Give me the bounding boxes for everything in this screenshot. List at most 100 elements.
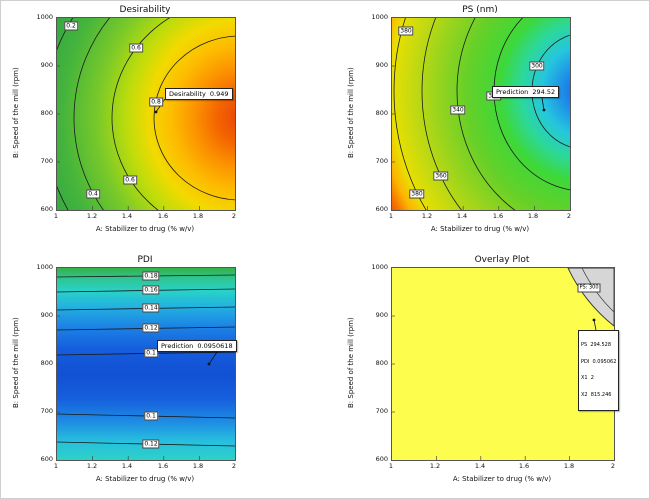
plot-overlay: Overlay Plot B: Speed of the mill (rpm) … — [326, 251, 649, 497]
y-axis-label: B: Speed of the mill (rpm) — [12, 67, 20, 159]
y-axis-label: B: Speed of the mill (rpm) — [347, 317, 355, 409]
contour-label: 380 — [398, 26, 414, 36]
y-tick-label: 1000 — [371, 263, 388, 271]
x-tick-label: 1.4 — [121, 212, 133, 220]
pdi-contour-surface — [57, 268, 235, 460]
y-tick-label: 700 — [375, 407, 388, 415]
y-tick-label: 800 — [375, 109, 388, 117]
overlay-surface — [392, 268, 614, 460]
x-tick-label: 1 — [388, 212, 394, 220]
plot-ps: PS (nm) B: Speed of the mill (rpm) 1000 … — [326, 1, 649, 247]
contour-label: 0.4 — [86, 189, 100, 199]
x-tick-label: 2 — [566, 212, 572, 220]
x-tick-label: 1 — [53, 462, 59, 470]
y-tick-label: 900 — [375, 311, 388, 319]
x-tick-label: 1.6 — [492, 212, 504, 220]
y-tick-label: 800 — [40, 109, 53, 117]
contour-fill — [57, 268, 235, 460]
desirability-flag[interactable]: Desirability 0.949 — [165, 88, 233, 100]
flag-line: PDI 0.095062 — [581, 358, 617, 365]
x-tick-label: 1.2 — [86, 462, 98, 470]
contour-label: 0.12 — [142, 439, 160, 449]
y-tick-label: 600 — [375, 455, 388, 463]
tick-marks — [392, 65, 535, 210]
x-tick-label: 1.4 — [456, 212, 468, 220]
y-tick-label: 600 — [40, 205, 53, 213]
x-tick-label: 1 — [53, 212, 59, 220]
contour-label: 340 — [450, 105, 466, 115]
criteria-region — [392, 268, 614, 460]
x-tick-label: 1.2 — [86, 212, 98, 220]
ps-contour-surface — [392, 18, 570, 210]
x-tick-label: 1.2 — [429, 462, 441, 470]
contour-label: 0.6 — [129, 43, 143, 53]
contour-label: 0.1 — [144, 411, 158, 421]
plot-title: PDI — [137, 255, 153, 265]
y-axis-label: B: Speed of the mill (rpm) — [347, 67, 355, 159]
flag-leader — [592, 318, 597, 331]
y-tick-label: 900 — [40, 61, 53, 69]
x-tick-label: 1.8 — [563, 462, 575, 470]
y-tick-label: 600 — [375, 205, 388, 213]
contour-lines — [57, 18, 235, 210]
plot-area: 380 300 320 340 360 380 Prediction 294.5… — [391, 17, 571, 211]
x-tick-label: 2 — [231, 212, 237, 220]
plot-area: PS: 300 PS 294.528 PDI 0.095062 X1 2 X2 … — [391, 267, 620, 461]
contour-label: 0.8 — [149, 97, 163, 107]
y-tick-label: 900 — [40, 311, 53, 319]
boundary-label: PS: 300 — [577, 283, 601, 293]
flag-line: PS 294.528 — [581, 342, 612, 348]
flag-line: X2 815.246 — [581, 391, 612, 398]
y-tick-label: 700 — [40, 407, 53, 415]
y-tick-label: 1000 — [36, 13, 53, 21]
x-tick-label: 1.4 — [474, 462, 486, 470]
y-tick-label: 800 — [375, 359, 388, 367]
excluded-region — [567, 268, 614, 327]
contour-label: 0.18 — [142, 271, 160, 281]
contour-label: 300 — [529, 61, 545, 71]
y-tick-label: 700 — [375, 157, 388, 165]
y-tick-label: 1000 — [36, 263, 53, 271]
y-axis-label: B: Speed of the mill (rpm) — [12, 317, 20, 409]
contour-label: 0.1 — [144, 348, 158, 358]
contour-fill — [392, 18, 570, 210]
flag-line: X1 2 — [581, 375, 594, 381]
tick-marks — [57, 315, 200, 460]
x-tick-label: 1.6 — [518, 462, 530, 470]
tick-marks — [392, 315, 570, 460]
plot-title: PS (nm) — [462, 5, 498, 15]
contour-label: 0.16 — [142, 285, 160, 295]
overlay-flag[interactable]: PS 294.528 PDI 0.095062 X1 2 X2 815.246 — [578, 330, 620, 411]
x-tick-label: 1.8 — [192, 212, 204, 220]
y-tick-label: 900 — [375, 61, 388, 69]
y-tick-label: 700 — [40, 157, 53, 165]
x-tick-label: 1.8 — [527, 212, 539, 220]
prediction-flag[interactable]: Prediction 294.52 — [492, 86, 560, 98]
x-axis-label: A: Stabilizer to drug (% w/v) — [95, 225, 195, 233]
plot-area: 0.18 0.16 0.14 0.12 0.1 0.1 0.12 Predict… — [56, 267, 237, 461]
plot-desirability: Desirability B: Speed of the mill (rpm) … — [1, 1, 326, 247]
contour-label: 0.14 — [142, 303, 160, 313]
x-tick-label: 1.6 — [157, 212, 169, 220]
prediction-flag[interactable]: Prediction 0.0950618 — [157, 340, 237, 352]
plot-title: Overlay Plot — [474, 255, 530, 265]
contour-label: 0.2 — [64, 21, 78, 31]
contour-label: 0.12 — [142, 323, 160, 333]
y-tick-label: 1000 — [371, 13, 388, 21]
x-axis-label: A: Stabilizer to drug (% w/v) — [430, 225, 530, 233]
x-tick-label: 1.2 — [421, 212, 433, 220]
y-tick-label: 800 — [40, 359, 53, 367]
x-tick-label: 1.4 — [121, 462, 133, 470]
x-axis-label: A: Stabilizer to drug (% w/v) — [452, 475, 552, 483]
contour-label: 0.6 — [123, 175, 137, 185]
y-tick-label: 600 — [40, 455, 53, 463]
flag-leader — [207, 351, 218, 366]
tick-marks — [57, 65, 200, 210]
flag-leader — [541, 97, 546, 112]
x-tick-label: 2 — [610, 462, 616, 470]
contour-label: 380 — [409, 189, 425, 199]
plot-title: Desirability — [119, 5, 171, 15]
desirability-contour-surface — [57, 18, 235, 210]
x-tick-label: 1.6 — [157, 462, 169, 470]
